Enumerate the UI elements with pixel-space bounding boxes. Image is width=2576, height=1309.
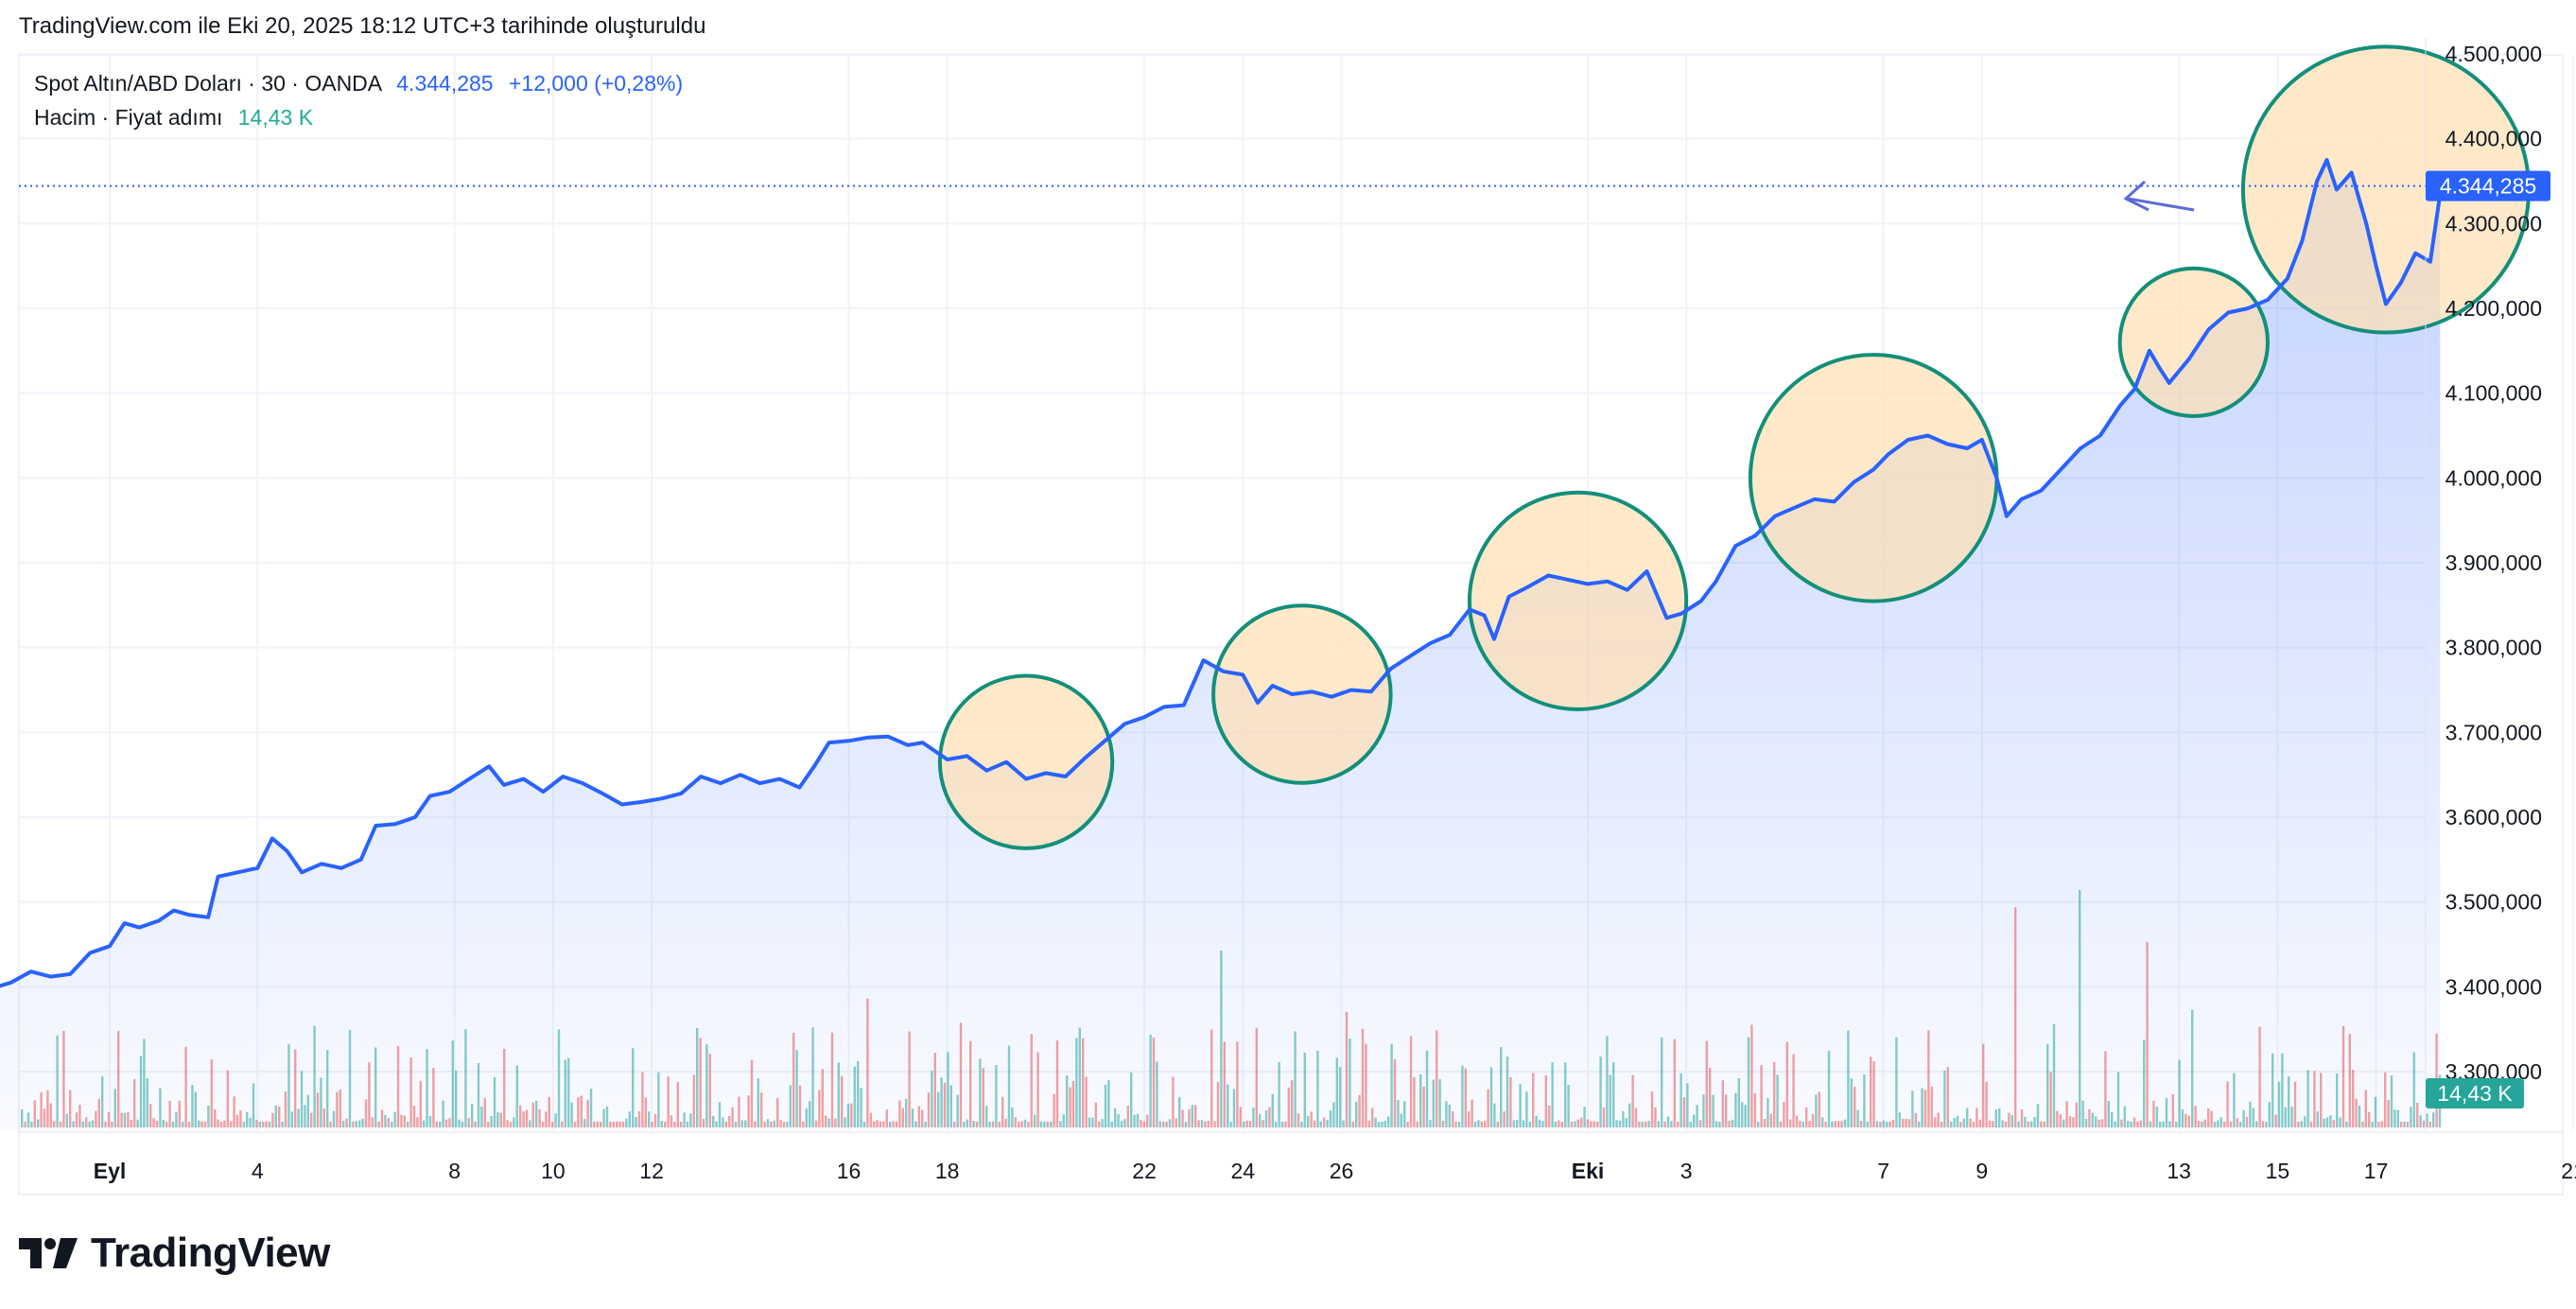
price-tick-label: 4.000,000 [2445,465,2542,490]
chart-header-note: TradingView.com ile Eki 20, 2025 18:12 U… [19,13,706,39]
time-tick-label: 22 [1132,1159,1157,1183]
time-tick-label: 4 [252,1159,264,1183]
time-tick-label: 9 [1976,1159,1988,1183]
time-tick-label: 7 [1877,1159,1889,1183]
volume-badge-text: 14,43 K [2437,1081,2513,1106]
highlight-circle [1467,490,1689,711]
last-price-badge-text: 4.344,285 [2440,174,2536,199]
tradingview-wordmark: TradingView [91,1230,330,1276]
price-tick-label: 3.500,000 [2445,890,2542,915]
time-tick-label: 8 [448,1159,461,1183]
price-tick-label: 3.400,000 [2445,974,2542,999]
time-tick-label: 26 [1330,1159,1354,1183]
last-price-badge: 4.344,285 [2426,170,2550,201]
price-tick-label: 4.100,000 [2445,381,2542,406]
highlight-circle [1748,353,1999,603]
time-tick-label: 10 [541,1159,566,1183]
price-series-line [0,158,2443,988]
price-tick-label: 3.600,000 [2445,805,2542,829]
symbol-name[interactable]: Spot Altın/ABD Doları · 30 · OANDA [34,71,381,96]
price-tick-label: 4.200,000 [2445,296,2542,321]
time-tick-label: 24 [1231,1159,1256,1183]
legend-symbol-row: Spot Altın/ABD Doları · 30 · OANDA 4.344… [34,66,683,100]
time-tick-label: 18 [935,1159,960,1183]
tradingview-logo-icon [19,1238,78,1268]
volume-badge: 14,43 K [2426,1078,2524,1108]
time-tick-label: 3 [1680,1159,1693,1183]
time-tick-label: 21 [2561,1159,2576,1183]
legend-volume-value: 14,43 K [237,105,314,130]
time-tick-label: 12 [639,1159,664,1183]
chart-legend: Spot Altın/ABD Doları · 30 · OANDA 4.344… [34,66,683,134]
price-tick-label: 3.900,000 [2445,550,2542,575]
time-tick-label: Eki [1572,1159,1605,1183]
highlight-circle [937,673,1115,850]
time-tick-label: 17 [2364,1159,2389,1183]
highlight-circles[interactable] [937,44,2532,850]
time-tick-label: 15 [2266,1159,2290,1183]
highlight-circle [2117,266,2270,419]
price-tick-label: 4.500,000 [2445,42,2542,66]
price-tick-label: 3.700,000 [2445,720,2542,744]
price-area [0,160,2441,1130]
price-tick-label: 3.800,000 [2445,636,2542,660]
legend-volume-row: Hacim · Fiyat adımı 14,43 K [34,100,683,134]
volume-indicator-name[interactable]: Hacim · Fiyat adımı [34,105,223,130]
time-tick-label: 13 [2167,1159,2191,1183]
price-tick-label: 4.400,000 [2445,127,2542,151]
tradingview-brand[interactable]: TradingView [19,1230,330,1277]
legend-price: 4.344,285 [396,71,494,96]
time-tick-label: 16 [837,1159,862,1183]
time-axis[interactable]: 2527Eyl4810121618222426Eki37913151721232… [0,1131,2576,1183]
time-tick-label: Eyl [94,1159,127,1183]
arrow-annotation[interactable] [2123,180,2195,212]
price-tick-label: 4.300,000 [2445,211,2542,236]
legend-change: +12,000 (+0,28%) [508,71,684,96]
